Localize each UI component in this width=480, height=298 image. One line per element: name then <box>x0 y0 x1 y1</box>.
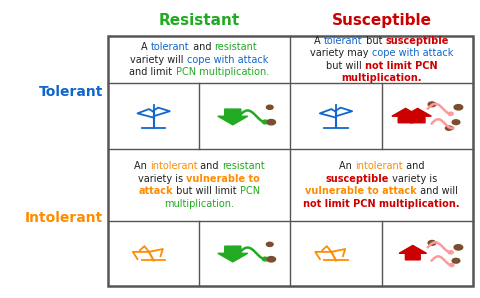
Text: A: A <box>314 36 324 46</box>
Text: but: but <box>363 36 385 46</box>
Text: tolerant: tolerant <box>151 42 190 52</box>
Circle shape <box>428 240 436 245</box>
Polygon shape <box>218 246 248 262</box>
Polygon shape <box>404 108 432 123</box>
Text: not limit PCN: not limit PCN <box>365 61 437 71</box>
Text: and: and <box>197 161 222 171</box>
Circle shape <box>454 105 463 110</box>
Text: and limit: and limit <box>130 67 176 77</box>
Text: Resistant: Resistant <box>158 13 240 28</box>
Circle shape <box>454 245 463 250</box>
Polygon shape <box>392 108 420 123</box>
Text: Tolerant: Tolerant <box>39 86 103 99</box>
Text: variety is: variety is <box>138 173 186 184</box>
Text: not limit PCN multiplication.: not limit PCN multiplication. <box>303 198 460 209</box>
Text: and: and <box>190 42 215 52</box>
Text: vulnerable to: vulnerable to <box>186 173 260 184</box>
Text: PCN: PCN <box>240 186 260 196</box>
Polygon shape <box>399 246 427 260</box>
Circle shape <box>452 258 460 263</box>
Text: and: and <box>403 161 424 171</box>
Text: Susceptible: Susceptible <box>332 13 432 28</box>
Text: and will: and will <box>417 186 458 196</box>
Text: multiplication.: multiplication. <box>341 73 422 83</box>
Text: variety will: variety will <box>130 55 187 65</box>
Text: PCN multiplication.: PCN multiplication. <box>176 67 269 77</box>
Text: intolerant: intolerant <box>150 161 197 171</box>
Text: variety is: variety is <box>389 173 437 184</box>
Circle shape <box>267 119 276 125</box>
Circle shape <box>266 105 273 109</box>
Text: resistant: resistant <box>215 42 257 52</box>
Circle shape <box>445 126 452 130</box>
Text: cope with attack: cope with attack <box>372 48 453 58</box>
Circle shape <box>267 257 276 262</box>
Text: Intolerant: Intolerant <box>25 211 103 224</box>
Circle shape <box>266 242 273 246</box>
Circle shape <box>428 102 436 107</box>
Text: A: A <box>141 42 151 52</box>
Text: multiplication.: multiplication. <box>164 198 234 209</box>
Text: An: An <box>339 161 355 171</box>
Text: An: An <box>134 161 150 171</box>
Text: susceptible: susceptible <box>326 173 389 184</box>
Text: cope with attack: cope with attack <box>187 55 268 65</box>
Text: vulnerable to attack: vulnerable to attack <box>305 186 417 196</box>
Text: susceptible: susceptible <box>385 36 449 46</box>
Text: attack: attack <box>138 186 173 196</box>
Text: but will limit: but will limit <box>173 186 240 196</box>
Text: variety may: variety may <box>310 48 372 58</box>
Text: resistant: resistant <box>222 161 264 171</box>
Text: tolerant: tolerant <box>324 36 363 46</box>
Text: intolerant: intolerant <box>355 161 403 171</box>
Circle shape <box>452 120 460 125</box>
Bar <box>108 36 473 286</box>
Polygon shape <box>218 109 248 125</box>
Text: but will: but will <box>326 61 365 71</box>
